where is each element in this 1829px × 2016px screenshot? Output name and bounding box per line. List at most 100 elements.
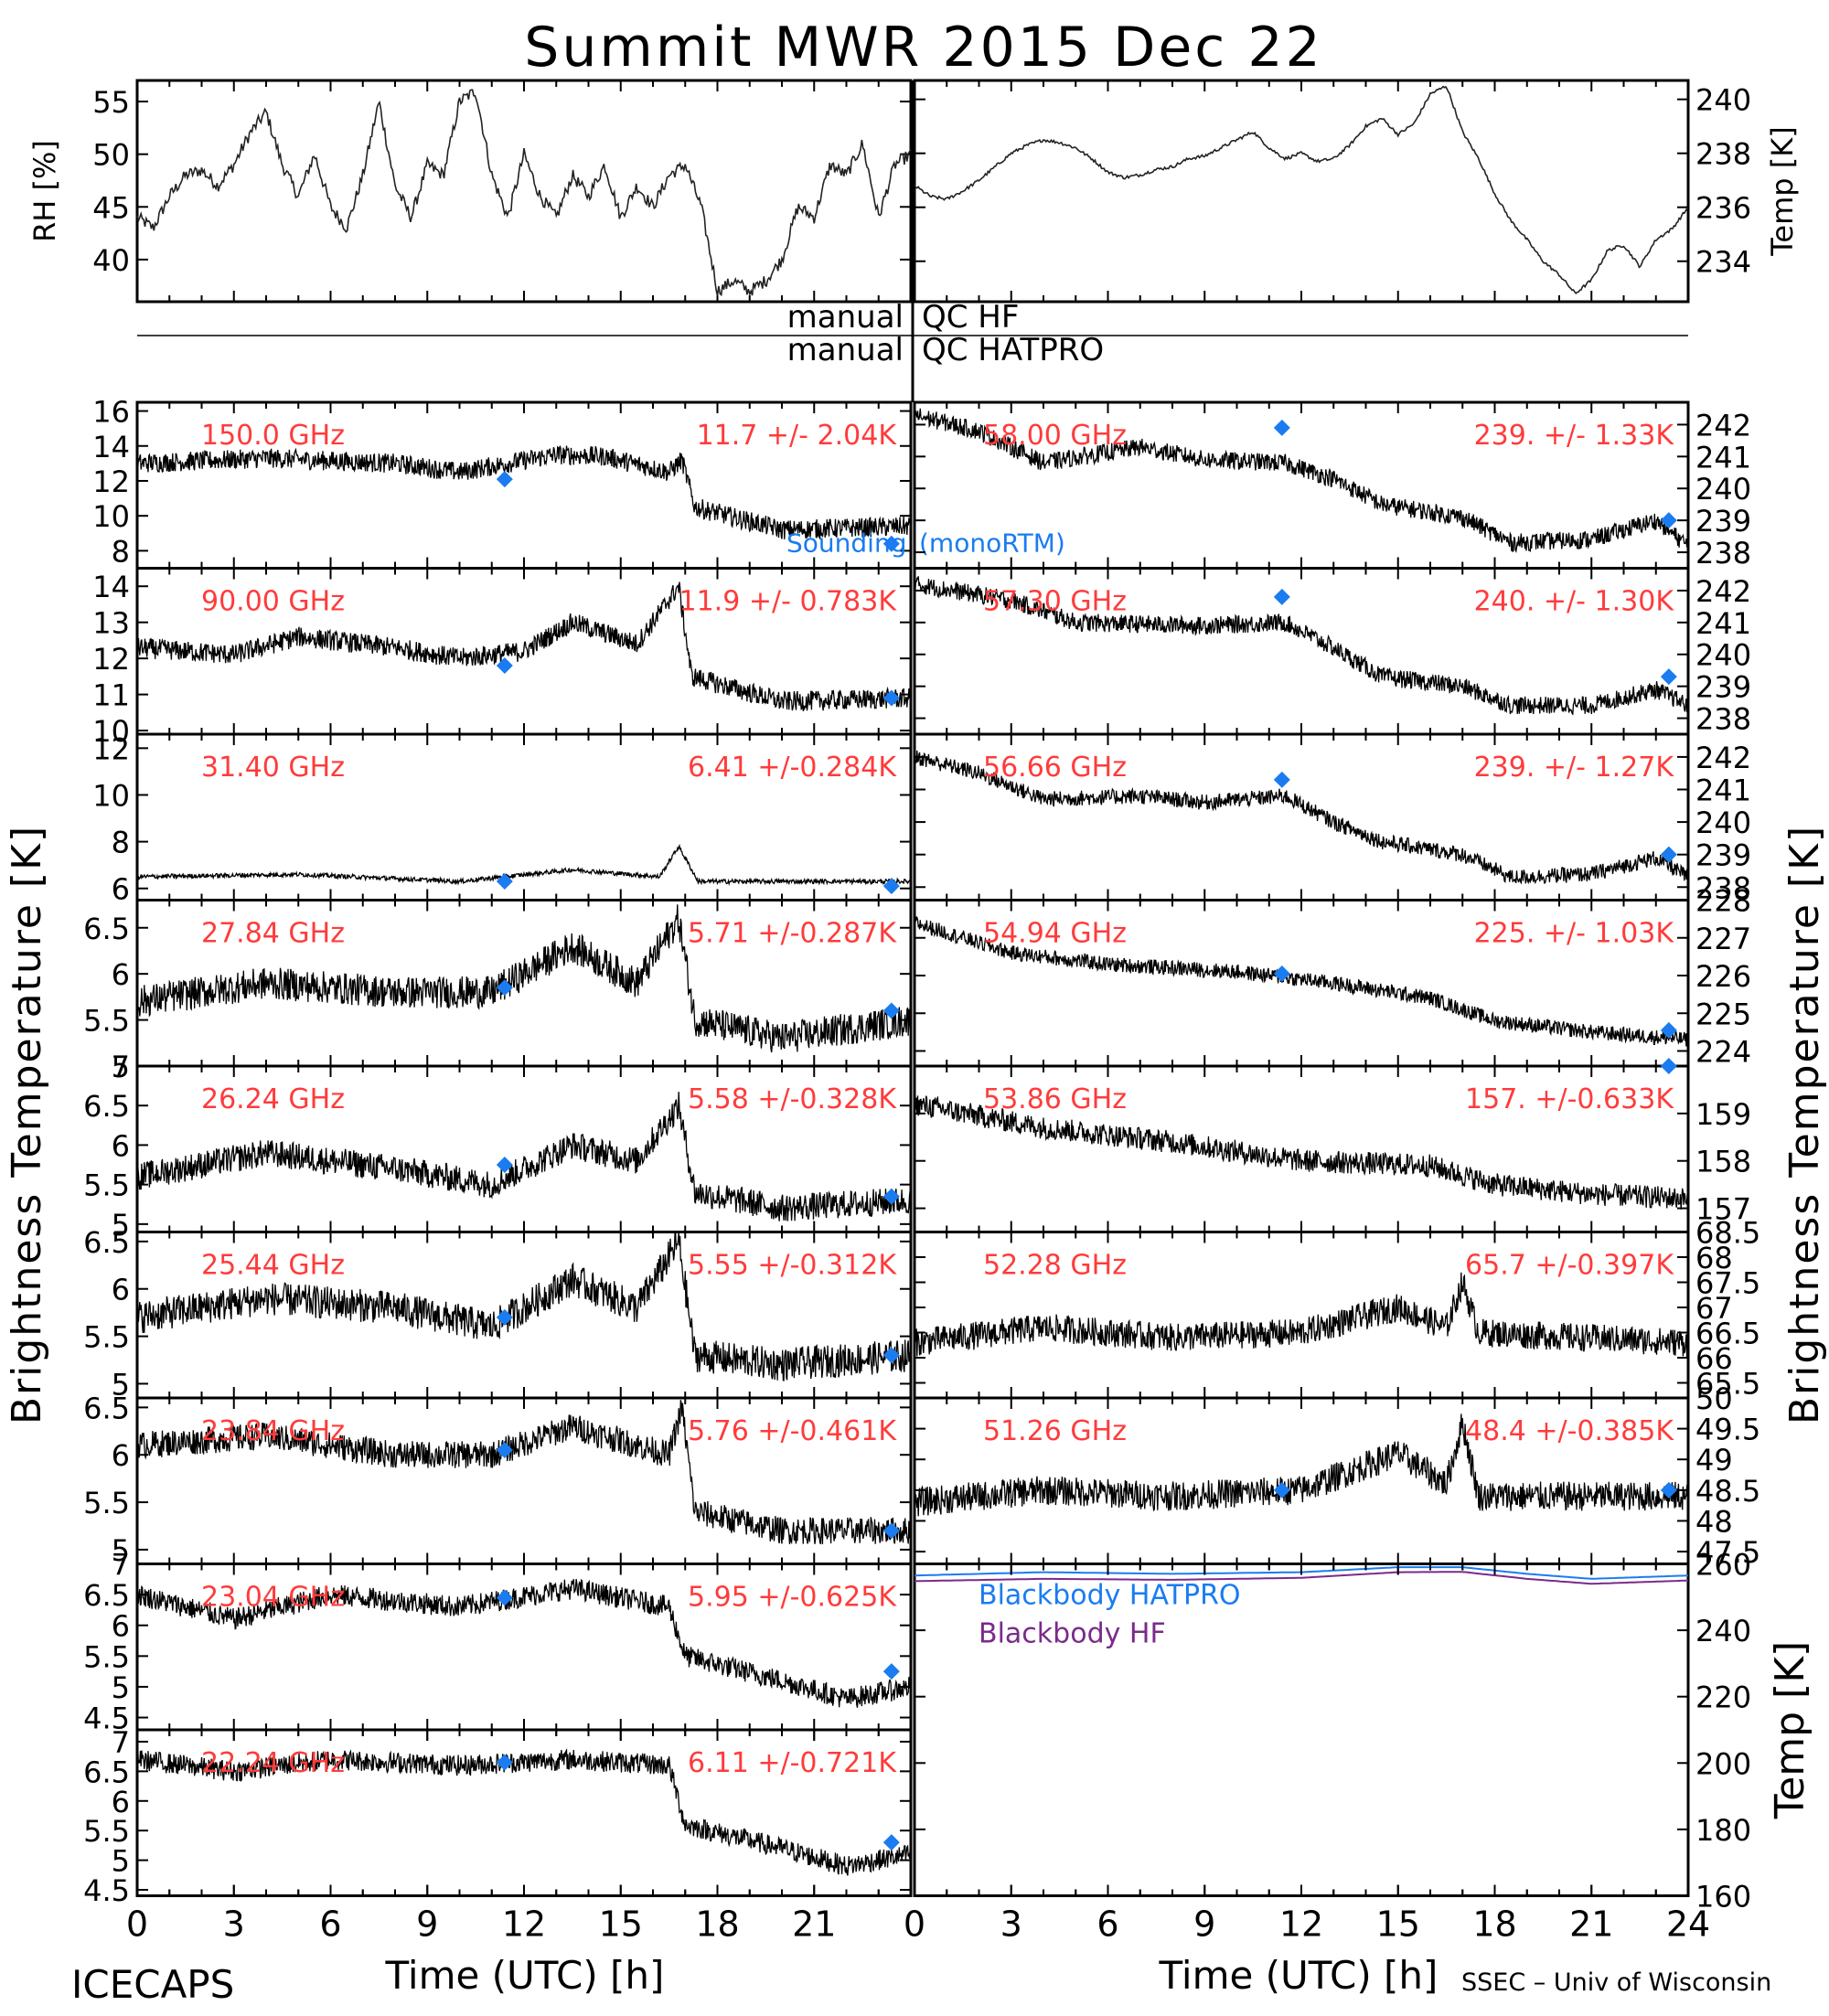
channel-stat-label: 6.41 +/-0.284K [688,752,897,784]
x-tick-label: 9 [1193,1904,1215,1945]
sonde-marker [496,979,513,997]
y-tick-label: 10 [92,778,130,813]
channel-trace-group [914,750,1689,885]
channel-trace-group [136,444,912,540]
y-tick-label: 200 [1695,1746,1751,1781]
channel-trace-group [914,1094,1689,1210]
sonde-marker [1660,512,1677,529]
sonde-marker [1273,1481,1290,1499]
blackbody-legend-label: Blackbody HF [979,1618,1166,1650]
channel-trace [136,444,912,540]
blackbody-series [914,1571,1689,1585]
y-tick-label: 12 [92,731,130,766]
channel-stat-label: 5.58 +/-0.328K [688,1083,897,1115]
channel-frequency-label: 56.66 GHz [983,752,1127,784]
sonde-marker [496,1754,513,1771]
qc-row-right: QC HF [922,299,1019,336]
y-tick-label: 48.5 [1695,1474,1760,1509]
y-tick-label: 158 [1695,1145,1751,1179]
channel-trace-group [914,576,1689,716]
sonde-marker [882,535,900,552]
channel-trace-group [914,915,1689,1048]
sonde-marker [496,873,513,891]
sonde-marker [882,689,900,707]
y-tick-label: 180 [1695,1813,1751,1848]
x-tick-label: 9 [416,1904,438,1945]
y-tick-label: 6.5 [83,1391,130,1425]
y-tick-label: 10 [92,714,130,749]
y-tick-label: 6 [112,1609,130,1644]
rh-axis-label: RH [%] [27,140,62,242]
y-tick-label: 16 [92,395,130,430]
sonde-marker [1660,1021,1677,1039]
qc-row-left: manual [787,299,904,336]
sonde-marker [882,1347,900,1364]
channel-trace-group [136,1578,912,1708]
y-tick-label: 45 [92,190,130,225]
channel-trace [136,1092,912,1221]
rh-series [136,89,912,297]
channel-trace-group [914,1272,1689,1359]
y-tick-label: 5 [112,1670,130,1705]
sonde-marker [1660,668,1677,686]
y-tick-label: 5.5 [83,1639,130,1674]
y-tick-label: 10 [92,499,130,534]
y-tick-label: 228 [1695,884,1751,919]
x-tick-label: 0 [904,1904,925,1945]
y-tick-label: 239 [1695,838,1751,873]
x-tick-label: 3 [223,1904,245,1945]
y-tick-label: 65.5 [1695,1367,1760,1402]
y-tick-label: 227 [1695,922,1751,956]
sonde-marker [496,1157,513,1174]
y-tick-label: 157 [1695,1192,1751,1227]
y-tick-label: 5.5 [83,1486,130,1520]
x-tick-label: 24 [1666,1904,1710,1945]
channel-trace [914,1272,1689,1359]
y-tick-label: 241 [1695,773,1751,808]
channel-stat-label: 11.7 +/- 2.04K [697,420,898,452]
y-tick-label: 7 [112,1725,130,1760]
qc-row-left: manual [787,332,904,368]
y-tick-label: 241 [1695,606,1751,641]
channel-stat-label: 5.71 +/-0.287K [688,918,897,950]
sonde-marker [882,1188,900,1205]
qc-row-right: QC HATPRO [922,332,1104,368]
x-tick-label: 15 [599,1904,643,1945]
left-y-axis-label: Brightness Temperature [K] [4,825,50,1424]
channel-frequency-label: 51.26 GHz [983,1415,1127,1447]
y-tick-label: 13 [92,606,130,641]
y-tick-label: 5.5 [83,1004,130,1039]
y-tick-label: 8 [112,534,130,569]
figure-title: Summit MWR 2015 Dec 22 [524,16,1322,80]
sonde-marker [882,1522,900,1540]
sonde-marker [496,657,513,675]
x-tick-label: 3 [1000,1904,1022,1945]
y-tick-label: 50 [92,138,130,173]
y-tick-label: 6 [112,1785,130,1819]
y-tick-label: 47.5 [1695,1535,1760,1570]
y-tick-label: 5 [112,1844,130,1879]
y-tick-label: 238 [1695,137,1751,172]
y-tick-label: 240 [1695,805,1751,840]
channel-stat-label: 48.4 +/-0.385K [1465,1415,1674,1447]
sonde-marker [882,1663,900,1680]
channel-trace-group [136,581,912,711]
channel-frequency-label: 23.84 GHz [201,1415,345,1447]
right-y-axis-label: Brightness Temperature [K] [1781,825,1828,1424]
x-tick-label: 18 [1472,1904,1516,1945]
rh-panel-frame [135,79,913,304]
channel-trace [136,843,912,886]
sonde-marker [882,878,900,895]
y-tick-label: 242 [1695,408,1751,443]
y-tick-label: 67.5 [1695,1266,1760,1301]
sonde-marker [1273,965,1290,982]
channel-stat-label: 157. +/-0.633K [1465,1083,1674,1115]
y-tick-label: 234 [1695,245,1751,280]
channel-frequency-label: 54.94 GHz [983,918,1127,950]
channel-frequency-label: 23.04 GHz [201,1582,345,1614]
channel-stat-label: 239. +/- 1.27K [1474,752,1675,784]
sonde-marker [496,471,513,488]
x-tick-label: 6 [1096,1904,1118,1945]
